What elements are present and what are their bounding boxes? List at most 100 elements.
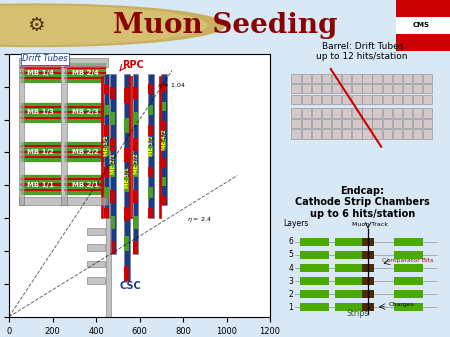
Bar bbox=[102, 77, 104, 218]
Bar bbox=[322, 119, 331, 128]
Text: Layers: Layers bbox=[284, 219, 309, 228]
Bar bbox=[392, 129, 402, 139]
Bar bbox=[64, 156, 106, 158]
Text: Strips: Strips bbox=[347, 309, 369, 318]
Bar bbox=[311, 119, 321, 128]
Bar bbox=[20, 72, 61, 74]
Bar bbox=[133, 164, 138, 177]
Bar bbox=[342, 129, 351, 139]
Bar bbox=[332, 129, 341, 139]
Bar bbox=[64, 66, 106, 68]
Bar bbox=[413, 129, 422, 139]
Bar bbox=[162, 158, 166, 167]
Bar bbox=[382, 119, 392, 128]
Bar bbox=[403, 108, 412, 118]
Bar bbox=[392, 95, 402, 104]
Bar bbox=[382, 84, 392, 93]
Bar bbox=[394, 290, 423, 298]
Bar bbox=[148, 104, 153, 115]
Bar bbox=[133, 241, 138, 254]
Bar bbox=[20, 62, 61, 84]
Bar bbox=[162, 177, 166, 186]
Bar bbox=[133, 138, 138, 151]
Bar bbox=[125, 118, 130, 133]
Bar bbox=[20, 178, 61, 180]
Bar bbox=[302, 73, 311, 83]
Bar bbox=[352, 73, 361, 83]
Bar bbox=[362, 277, 374, 285]
Bar bbox=[342, 95, 351, 104]
Bar bbox=[125, 177, 130, 192]
Bar bbox=[162, 121, 166, 130]
Bar bbox=[373, 129, 382, 139]
Bar bbox=[423, 84, 432, 93]
Bar bbox=[332, 84, 341, 93]
Bar bbox=[125, 266, 130, 281]
Bar bbox=[311, 108, 321, 118]
Text: CMS: CMS bbox=[412, 22, 429, 28]
Bar bbox=[423, 108, 432, 118]
Bar bbox=[362, 129, 372, 139]
Bar bbox=[342, 119, 351, 128]
Bar bbox=[61, 67, 67, 205]
Bar bbox=[20, 145, 61, 147]
Bar bbox=[104, 187, 109, 197]
Bar bbox=[104, 125, 109, 135]
Bar bbox=[125, 207, 130, 221]
Bar bbox=[392, 119, 402, 128]
Bar bbox=[20, 151, 61, 153]
Bar bbox=[311, 73, 321, 83]
Bar bbox=[394, 304, 423, 311]
Bar bbox=[335, 290, 364, 298]
Bar bbox=[362, 303, 374, 311]
Bar bbox=[302, 119, 311, 128]
Bar bbox=[110, 87, 115, 99]
Text: $\eta$ = 1.04: $\eta$ = 1.04 bbox=[157, 81, 186, 90]
Bar bbox=[148, 125, 153, 135]
Bar bbox=[335, 265, 364, 272]
Bar bbox=[162, 140, 166, 149]
Bar bbox=[64, 72, 106, 74]
Bar bbox=[362, 251, 374, 259]
Bar bbox=[161, 74, 166, 205]
Text: Endcap:
Cathode Strip Chambers
up to 6 hits/station: Endcap: Cathode Strip Chambers up to 6 h… bbox=[295, 186, 430, 219]
Bar bbox=[160, 77, 161, 218]
Text: ME 3/1: ME 3/1 bbox=[125, 167, 130, 187]
Bar bbox=[20, 183, 61, 186]
Text: MB 2/4: MB 2/4 bbox=[72, 70, 99, 76]
Bar bbox=[87, 245, 105, 251]
Bar bbox=[64, 77, 106, 79]
Bar bbox=[125, 148, 130, 162]
Bar bbox=[373, 84, 382, 93]
Text: RPC: RPC bbox=[122, 60, 144, 70]
Bar bbox=[362, 108, 372, 118]
Bar bbox=[292, 129, 301, 139]
Bar bbox=[394, 265, 423, 272]
Bar bbox=[373, 119, 382, 128]
Bar bbox=[300, 251, 329, 258]
Bar bbox=[335, 304, 364, 311]
Bar bbox=[423, 119, 432, 128]
Bar bbox=[130, 77, 132, 218]
Text: 4: 4 bbox=[288, 264, 293, 273]
Circle shape bbox=[0, 4, 225, 47]
Bar bbox=[148, 74, 153, 218]
Bar bbox=[382, 73, 392, 83]
Bar bbox=[64, 101, 106, 123]
Bar bbox=[110, 241, 115, 254]
Bar bbox=[423, 73, 432, 83]
Bar bbox=[373, 95, 382, 104]
Bar bbox=[133, 74, 139, 254]
Circle shape bbox=[0, 6, 207, 44]
Bar bbox=[413, 108, 422, 118]
Text: ME 3/2: ME 3/2 bbox=[148, 135, 153, 156]
Bar bbox=[110, 112, 115, 125]
Bar bbox=[311, 95, 321, 104]
Bar bbox=[20, 141, 61, 162]
Bar bbox=[362, 238, 374, 246]
Text: CSC: CSC bbox=[120, 281, 142, 291]
Text: ME 2/2: ME 2/2 bbox=[133, 154, 138, 174]
Bar bbox=[133, 190, 138, 203]
Bar bbox=[332, 119, 341, 128]
Bar bbox=[335, 238, 364, 246]
